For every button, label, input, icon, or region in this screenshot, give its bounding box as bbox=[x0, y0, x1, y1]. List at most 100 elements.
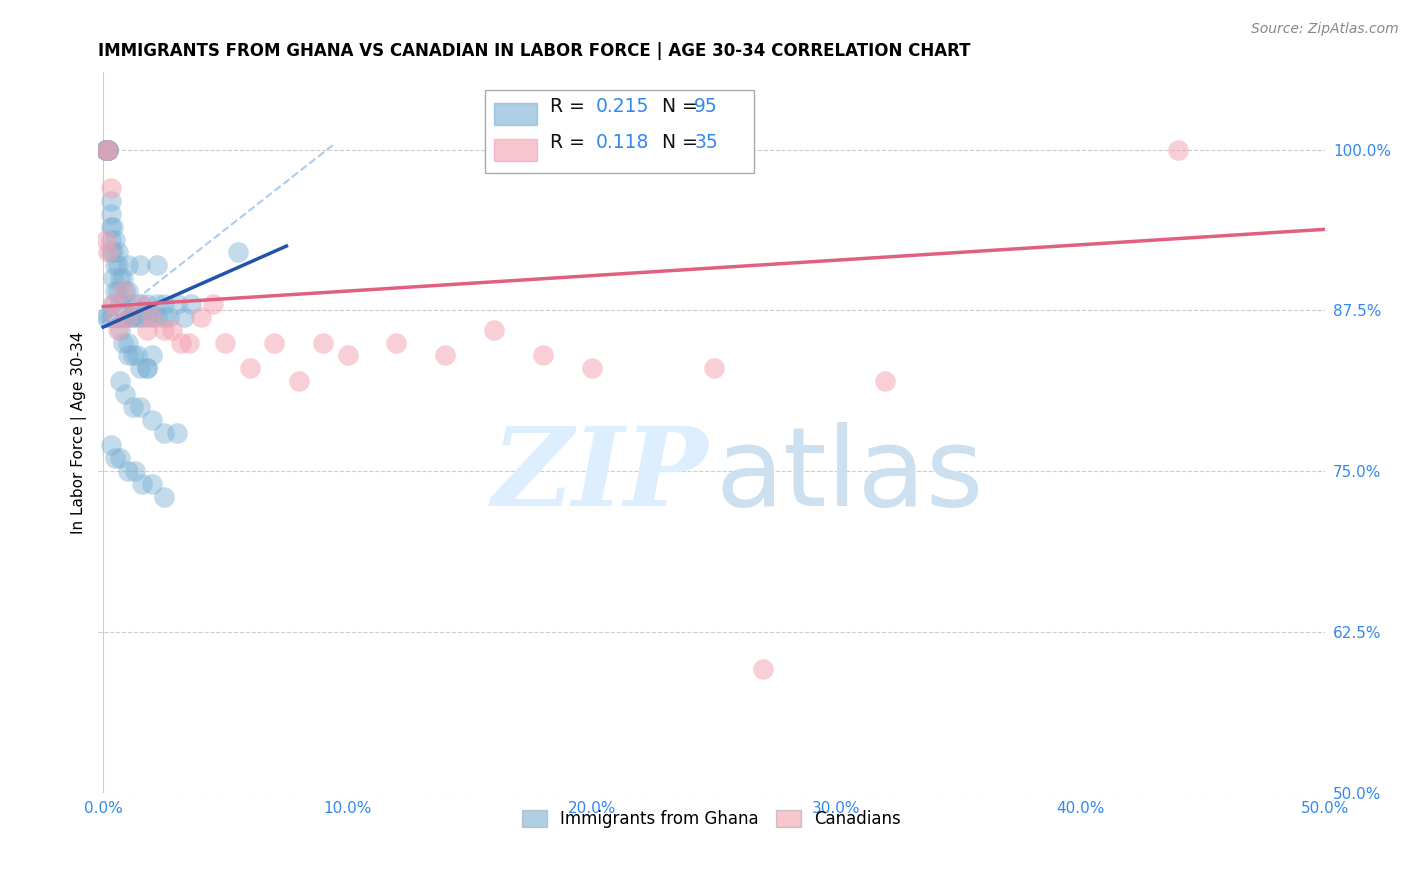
Point bbox=[128, 400, 150, 414]
Point bbox=[100, 207, 122, 221]
Point bbox=[146, 310, 169, 324]
Point bbox=[97, 143, 120, 157]
Point bbox=[104, 451, 127, 466]
Point bbox=[100, 219, 122, 234]
Point bbox=[100, 181, 122, 195]
Point bbox=[385, 335, 408, 350]
Point bbox=[101, 297, 124, 311]
Text: 0.118: 0.118 bbox=[596, 133, 650, 152]
Point bbox=[263, 335, 285, 350]
Point bbox=[153, 490, 176, 504]
Point bbox=[94, 143, 117, 157]
Point bbox=[94, 143, 117, 157]
Point bbox=[97, 143, 120, 157]
Point bbox=[111, 335, 134, 350]
Point bbox=[117, 310, 139, 324]
Text: N =: N = bbox=[650, 96, 704, 116]
Point bbox=[226, 245, 249, 260]
Point bbox=[141, 310, 163, 324]
Point bbox=[111, 284, 134, 298]
Point bbox=[121, 348, 143, 362]
Point bbox=[117, 335, 139, 350]
Point bbox=[107, 310, 129, 324]
Point bbox=[107, 323, 129, 337]
Point bbox=[136, 361, 159, 376]
Point bbox=[136, 361, 159, 376]
Point bbox=[287, 374, 309, 388]
Point bbox=[101, 271, 124, 285]
Text: ZIP: ZIP bbox=[491, 422, 707, 530]
Point bbox=[107, 284, 129, 298]
Point bbox=[111, 271, 134, 285]
Point bbox=[117, 258, 139, 272]
Point bbox=[173, 310, 195, 324]
Point bbox=[136, 323, 159, 337]
Point bbox=[131, 310, 153, 324]
Point bbox=[100, 438, 122, 452]
Point bbox=[121, 310, 143, 324]
Point bbox=[101, 219, 124, 234]
Point bbox=[110, 297, 132, 311]
Point bbox=[128, 310, 150, 324]
Point bbox=[104, 310, 127, 324]
Point bbox=[94, 143, 117, 157]
Point bbox=[153, 425, 176, 440]
Point bbox=[97, 310, 120, 324]
Point bbox=[114, 284, 136, 298]
Text: 35: 35 bbox=[695, 133, 718, 152]
Point bbox=[94, 233, 117, 247]
Point bbox=[128, 361, 150, 376]
Point bbox=[141, 477, 163, 491]
Point bbox=[180, 297, 202, 311]
Point bbox=[107, 245, 129, 260]
Point bbox=[873, 374, 896, 388]
FancyBboxPatch shape bbox=[485, 90, 755, 173]
Point bbox=[107, 258, 129, 272]
Point bbox=[482, 323, 505, 337]
Point bbox=[157, 310, 180, 324]
Point bbox=[581, 361, 603, 376]
Point bbox=[94, 143, 117, 157]
Point bbox=[97, 143, 120, 157]
FancyBboxPatch shape bbox=[495, 139, 537, 161]
Text: atlas: atlas bbox=[716, 422, 984, 529]
Point bbox=[107, 310, 129, 324]
Point bbox=[101, 297, 124, 311]
Point bbox=[131, 477, 153, 491]
Point bbox=[127, 348, 149, 362]
Point bbox=[110, 271, 132, 285]
Y-axis label: In Labor Force | Age 30-34: In Labor Force | Age 30-34 bbox=[72, 331, 87, 533]
Point bbox=[128, 297, 150, 311]
Point bbox=[166, 297, 188, 311]
Point bbox=[104, 233, 127, 247]
Point bbox=[94, 310, 117, 324]
Point bbox=[104, 310, 127, 324]
Point bbox=[94, 143, 117, 157]
Point bbox=[531, 348, 554, 362]
Point bbox=[202, 297, 225, 311]
Text: R =: R = bbox=[550, 133, 591, 152]
Point bbox=[94, 143, 117, 157]
FancyBboxPatch shape bbox=[495, 103, 537, 125]
Point bbox=[94, 143, 117, 157]
Point bbox=[117, 348, 139, 362]
Point bbox=[153, 297, 176, 311]
Point bbox=[104, 284, 127, 298]
Point bbox=[160, 323, 183, 337]
Point bbox=[141, 412, 163, 426]
Text: 0.215: 0.215 bbox=[596, 96, 650, 116]
Point bbox=[141, 310, 163, 324]
Point bbox=[117, 464, 139, 478]
Point bbox=[1167, 143, 1189, 157]
Point bbox=[104, 258, 127, 272]
Text: N =: N = bbox=[650, 133, 704, 152]
Point bbox=[97, 143, 120, 157]
Point bbox=[124, 464, 146, 478]
Text: R =: R = bbox=[550, 96, 591, 116]
Point bbox=[100, 310, 122, 324]
Point bbox=[114, 387, 136, 401]
Point bbox=[752, 662, 775, 676]
Point bbox=[110, 374, 132, 388]
Point bbox=[146, 297, 169, 311]
Point bbox=[153, 310, 176, 324]
